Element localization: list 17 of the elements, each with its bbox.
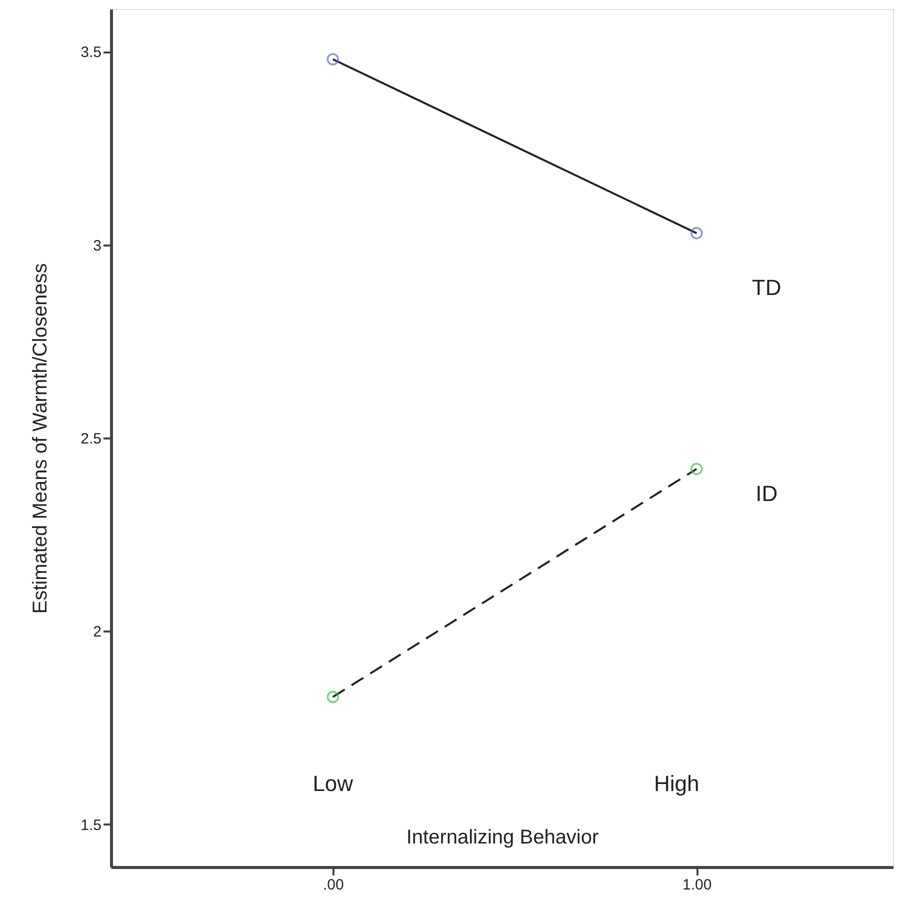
text: TD (752, 275, 782, 300)
point (326, 690, 340, 704)
x-tick-label: .00 (322, 876, 344, 894)
point (690, 462, 703, 476)
y-tick-label: 3.5 (80, 44, 102, 62)
x-tick-label: 1.00 (682, 876, 712, 894)
y-tick-label: 1.5 (80, 816, 102, 834)
point (326, 53, 340, 66)
y-tick-label: 2.5 (80, 430, 102, 448)
y-axis-title: Estimated Means of Warmth/Closeness (30, 263, 52, 614)
y-tick-label: 2 (93, 624, 102, 641)
point (690, 227, 703, 240)
x-axis-title: Internalizing Behavior (406, 826, 599, 848)
annotation: High (654, 771, 700, 796)
y-tick-label: 3 (93, 237, 102, 254)
annotation: Low (312, 771, 354, 796)
text: ID (756, 480, 778, 506)
